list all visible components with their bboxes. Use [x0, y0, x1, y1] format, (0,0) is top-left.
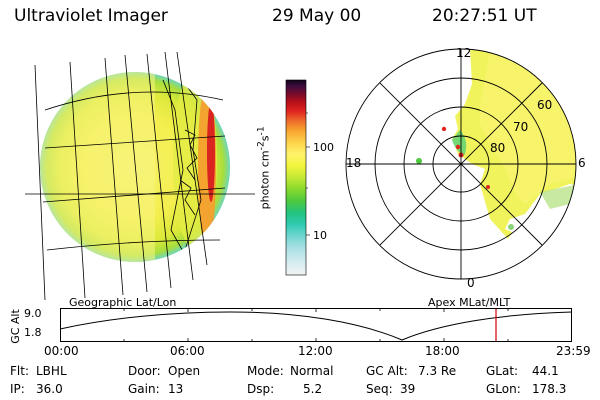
mlt-label-18: 18: [346, 156, 362, 170]
status-mode-value: Normal: [290, 364, 334, 378]
status-gcalt-value: 7.3 Re: [418, 364, 457, 378]
status-gain-value: 13: [168, 382, 184, 396]
status-glon-key: GLon:: [486, 382, 521, 396]
lat-label-70: 70: [513, 120, 529, 134]
colorbar: [285, 79, 310, 276]
instrument-title: Ultraviolet Imager: [14, 6, 168, 26]
mlt-label-0: 0: [467, 276, 475, 290]
status-flt-key: Flt:: [10, 364, 29, 378]
mlt-label-12: 12: [456, 46, 472, 60]
lat-label-80: 80: [490, 141, 506, 155]
lat-label-60: 60: [537, 98, 553, 112]
altplot-xtick-2: 12:00: [298, 344, 333, 358]
mlt-label-6: 6: [578, 156, 586, 170]
altitude-plot: [60, 308, 572, 342]
status-door-value: Open: [168, 364, 201, 378]
earth-uv-image: [25, 51, 255, 300]
status-glon-value: 178.3: [532, 382, 567, 396]
status-seq-value: 39: [400, 382, 416, 396]
geographic-label: Geographic Lat/Lon: [69, 296, 177, 309]
colorbar-unit-label: photon cm-2s-1: [255, 126, 272, 210]
status-mode-key: Mode:: [247, 364, 284, 378]
status-glat-value: 44.1: [532, 364, 559, 378]
altplot-ylabel: GC Alt: [8, 309, 22, 344]
altplot-xtick-0: 00:00: [44, 344, 79, 358]
status-dsp-key: Dsp:: [247, 382, 275, 396]
status-flt-value: LBHL: [36, 364, 67, 378]
altplot-ytick-max: 9.0: [24, 307, 42, 320]
altplot-xtick-4: 23:59: [556, 344, 591, 358]
altplot-xtick-1: 06:00: [170, 344, 205, 358]
apex-label: Apex MLat/MLT: [428, 296, 511, 309]
apex-polar-plot: [345, 48, 577, 280]
altplot-ytick-min: 1.8: [24, 326, 42, 339]
status-ip-value: 36.0: [36, 382, 63, 396]
time-label: 20:27:51 UT: [432, 6, 537, 26]
altplot-xtick-3: 18:00: [425, 344, 460, 358]
status-ip-key: IP:: [10, 382, 25, 396]
status-glat-key: GLat:: [486, 364, 519, 378]
colorbar-tick-100: 100: [313, 141, 334, 154]
status-seq-key: Seq:: [366, 382, 393, 396]
status-gain-key: Gain:: [128, 382, 160, 396]
colorbar-tick-10: 10: [313, 229, 327, 242]
status-door-key: Door:: [128, 364, 161, 378]
status-dsp-value: 5.2: [303, 382, 323, 396]
date-label: 29 May 00: [272, 6, 362, 26]
status-gcalt-key: GC Alt:: [366, 364, 408, 378]
altitude-curve: [60, 311, 572, 341]
